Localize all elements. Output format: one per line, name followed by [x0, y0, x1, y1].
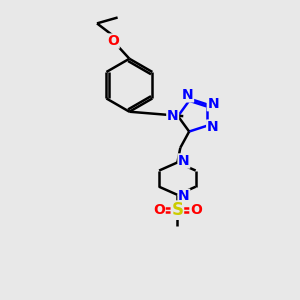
Text: N: N [178, 154, 190, 168]
Text: N: N [178, 189, 190, 203]
Text: O: O [153, 203, 165, 217]
Text: N: N [207, 120, 218, 134]
Text: N: N [167, 109, 178, 123]
Text: N: N [207, 97, 219, 111]
Text: O: O [190, 203, 202, 217]
Text: S: S [171, 201, 183, 219]
Text: O: O [107, 34, 119, 48]
Text: N: N [182, 88, 194, 102]
